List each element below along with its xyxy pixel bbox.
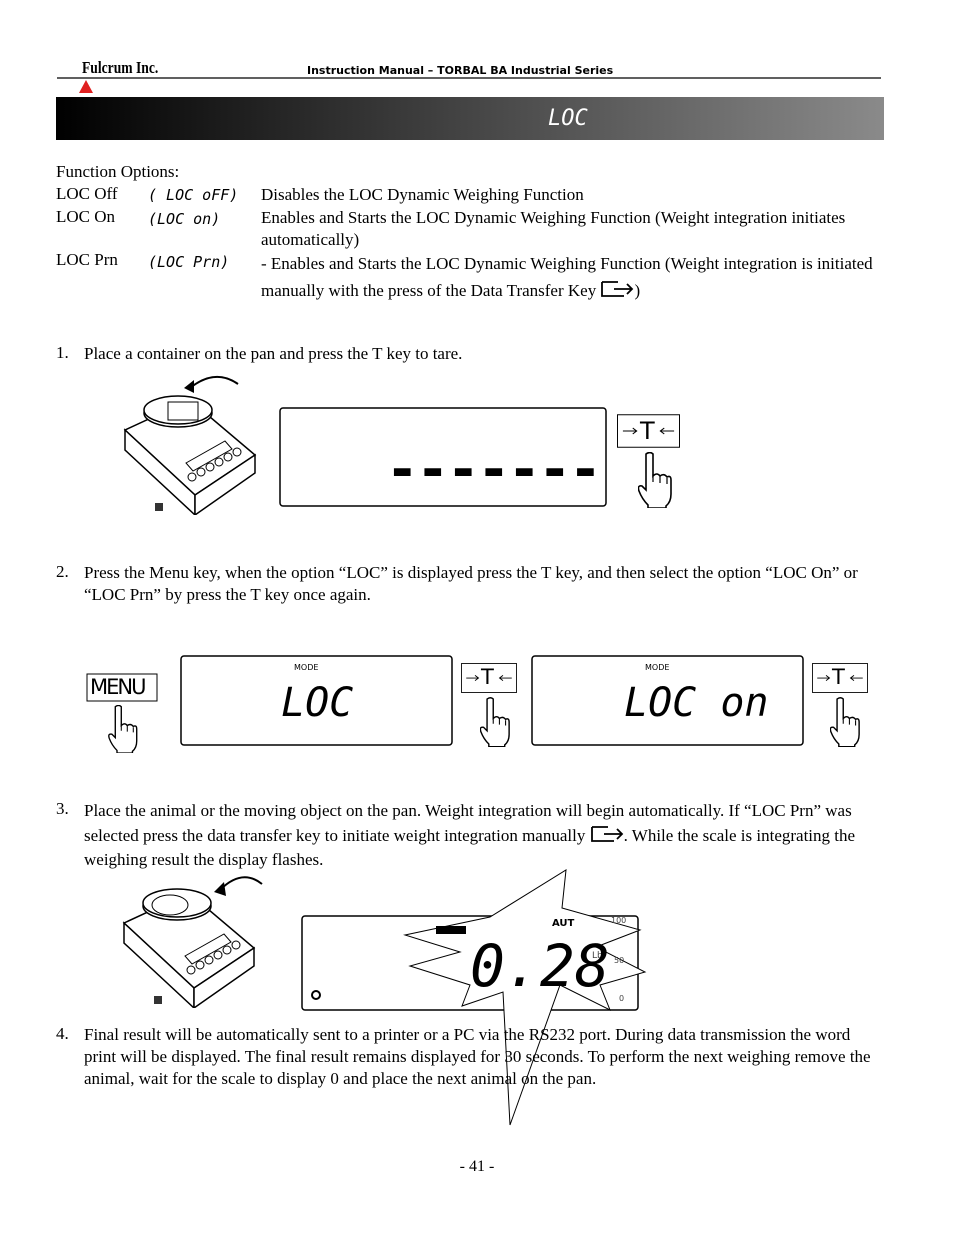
option-code: ( LOC oFF) xyxy=(148,186,239,204)
container xyxy=(167,401,199,421)
menu-key xyxy=(86,673,158,702)
display-text: LOC on xyxy=(624,680,769,726)
arrow-head xyxy=(214,882,226,896)
key-label: T xyxy=(481,665,494,689)
unit-label: Lb xyxy=(592,951,603,961)
step-text: Final result will be automatically sent … xyxy=(84,1025,871,1088)
display xyxy=(531,655,804,746)
mode-label: MODE xyxy=(645,663,670,672)
step-number: 1. xyxy=(56,343,69,362)
hand xyxy=(638,452,672,508)
display-text: LOC xyxy=(281,680,354,726)
option-description: - Enables and Starts the LOC Dynamic Wei… xyxy=(261,254,873,300)
data-transfer-key-icon xyxy=(590,826,623,842)
step-text-end: . While the scale is integrating the wei… xyxy=(84,826,856,869)
logo-triangle xyxy=(79,80,93,93)
step-number: 4. xyxy=(56,1024,69,1043)
option-name: LOC Prn xyxy=(56,250,118,269)
step-text: Place a container on the pan and press t… xyxy=(84,344,463,363)
option-description: Disables the LOC Dynamic Weighing Functi… xyxy=(261,185,584,204)
step-text: Place the animal or the moving object on… xyxy=(84,801,852,845)
banner-title: LOC xyxy=(548,106,588,131)
hand xyxy=(830,697,860,747)
key-label: T xyxy=(640,417,655,445)
display xyxy=(279,407,607,507)
banner xyxy=(56,97,884,140)
logo: Fulcrum Inc. xyxy=(82,58,159,77)
option-name: LOC Off xyxy=(56,184,118,203)
data-transfer-key-icon xyxy=(601,281,634,297)
option-name: LOC On xyxy=(56,207,116,226)
hand xyxy=(480,697,510,747)
menu-key-label: MENU xyxy=(90,675,146,699)
balance-illustration xyxy=(123,888,255,1008)
display xyxy=(180,655,453,746)
scale-label: 0 xyxy=(619,994,625,1003)
mode-label: MODE xyxy=(294,663,319,672)
key-label: T xyxy=(832,665,845,689)
step-number: 3. xyxy=(56,799,69,818)
stable-indicator xyxy=(436,926,466,934)
option-description-end: ) xyxy=(634,281,641,300)
arrow xyxy=(189,376,239,389)
step-text-block: Place the animal or the moving object on… xyxy=(84,799,884,872)
step-number: 2. xyxy=(56,562,69,581)
options-label: Function Options: xyxy=(56,162,180,181)
scale-label: 50 xyxy=(614,956,625,965)
hand xyxy=(108,705,138,753)
page-number: - 41 - xyxy=(459,1158,495,1175)
arrow xyxy=(219,876,263,891)
display-reading: 0.28 xyxy=(470,932,610,1000)
indicator-label: AUT xyxy=(552,918,575,929)
arrow-head xyxy=(184,380,194,393)
indicator-dot xyxy=(311,990,321,1000)
option-code: (LOC on) xyxy=(148,210,221,228)
animal xyxy=(151,894,189,916)
option-description: Enables and Starts the LOC Dynamic Weigh… xyxy=(261,208,846,249)
option-code: (LOC Prn) xyxy=(148,253,230,271)
display-text: ------- xyxy=(386,438,602,501)
step-text: Press the Menu key, when the option “LOC… xyxy=(84,563,858,604)
scale-label: 100 xyxy=(611,916,627,925)
option-description-block: - Enables and Starts the LOC Dynamic Wei… xyxy=(261,250,883,304)
header-title: Instruction Manual – TORBAL BA Industria… xyxy=(307,64,614,77)
